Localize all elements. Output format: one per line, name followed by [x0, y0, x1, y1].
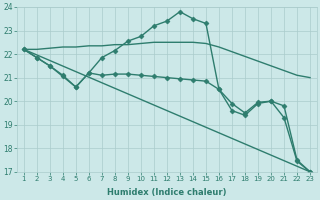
X-axis label: Humidex (Indice chaleur): Humidex (Indice chaleur)	[107, 188, 227, 197]
